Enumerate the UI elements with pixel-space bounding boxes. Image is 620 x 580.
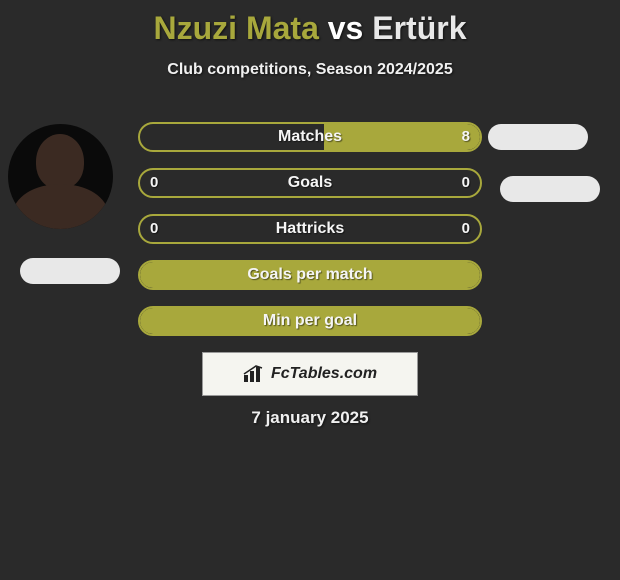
stat-label: Goals per match xyxy=(140,262,480,288)
stat-right-value: 8 xyxy=(462,124,470,150)
brand-text: FcTables.com xyxy=(271,365,377,383)
subtitle: Club competitions, Season 2024/2025 xyxy=(0,61,620,79)
stat-row-goals-per-match: Goals per match xyxy=(138,260,482,290)
stat-right-value: 0 xyxy=(462,170,470,196)
comparison-rows: Matches 8 0 Goals 0 0 Hattricks 0 Goals … xyxy=(138,122,482,352)
stat-label: Hattricks xyxy=(140,216,480,242)
date-label: 7 january 2025 xyxy=(0,408,620,428)
bar-chart-icon xyxy=(243,365,265,383)
stat-label: Matches xyxy=(140,124,480,150)
player1-badge xyxy=(20,258,120,284)
player1-avatar xyxy=(8,124,113,229)
stat-row-matches: Matches 8 xyxy=(138,122,482,152)
player1-name: Nzuzi Mata xyxy=(154,10,319,46)
stat-row-min-per-goal: Min per goal xyxy=(138,306,482,336)
stat-label: Min per goal xyxy=(140,308,480,334)
vs-label: vs xyxy=(328,10,364,46)
page-title: Nzuzi Mata vs Ertürk xyxy=(0,0,620,47)
stat-label: Goals xyxy=(140,170,480,196)
stat-row-hattricks: 0 Hattricks 0 xyxy=(138,214,482,244)
player2-badge-1 xyxy=(488,124,588,150)
stat-row-goals: 0 Goals 0 xyxy=(138,168,482,198)
player2-badge-2 xyxy=(500,176,600,202)
stat-right-value: 0 xyxy=(462,216,470,242)
brand-box: FcTables.com xyxy=(202,352,418,396)
player2-name: Ertürk xyxy=(372,10,466,46)
